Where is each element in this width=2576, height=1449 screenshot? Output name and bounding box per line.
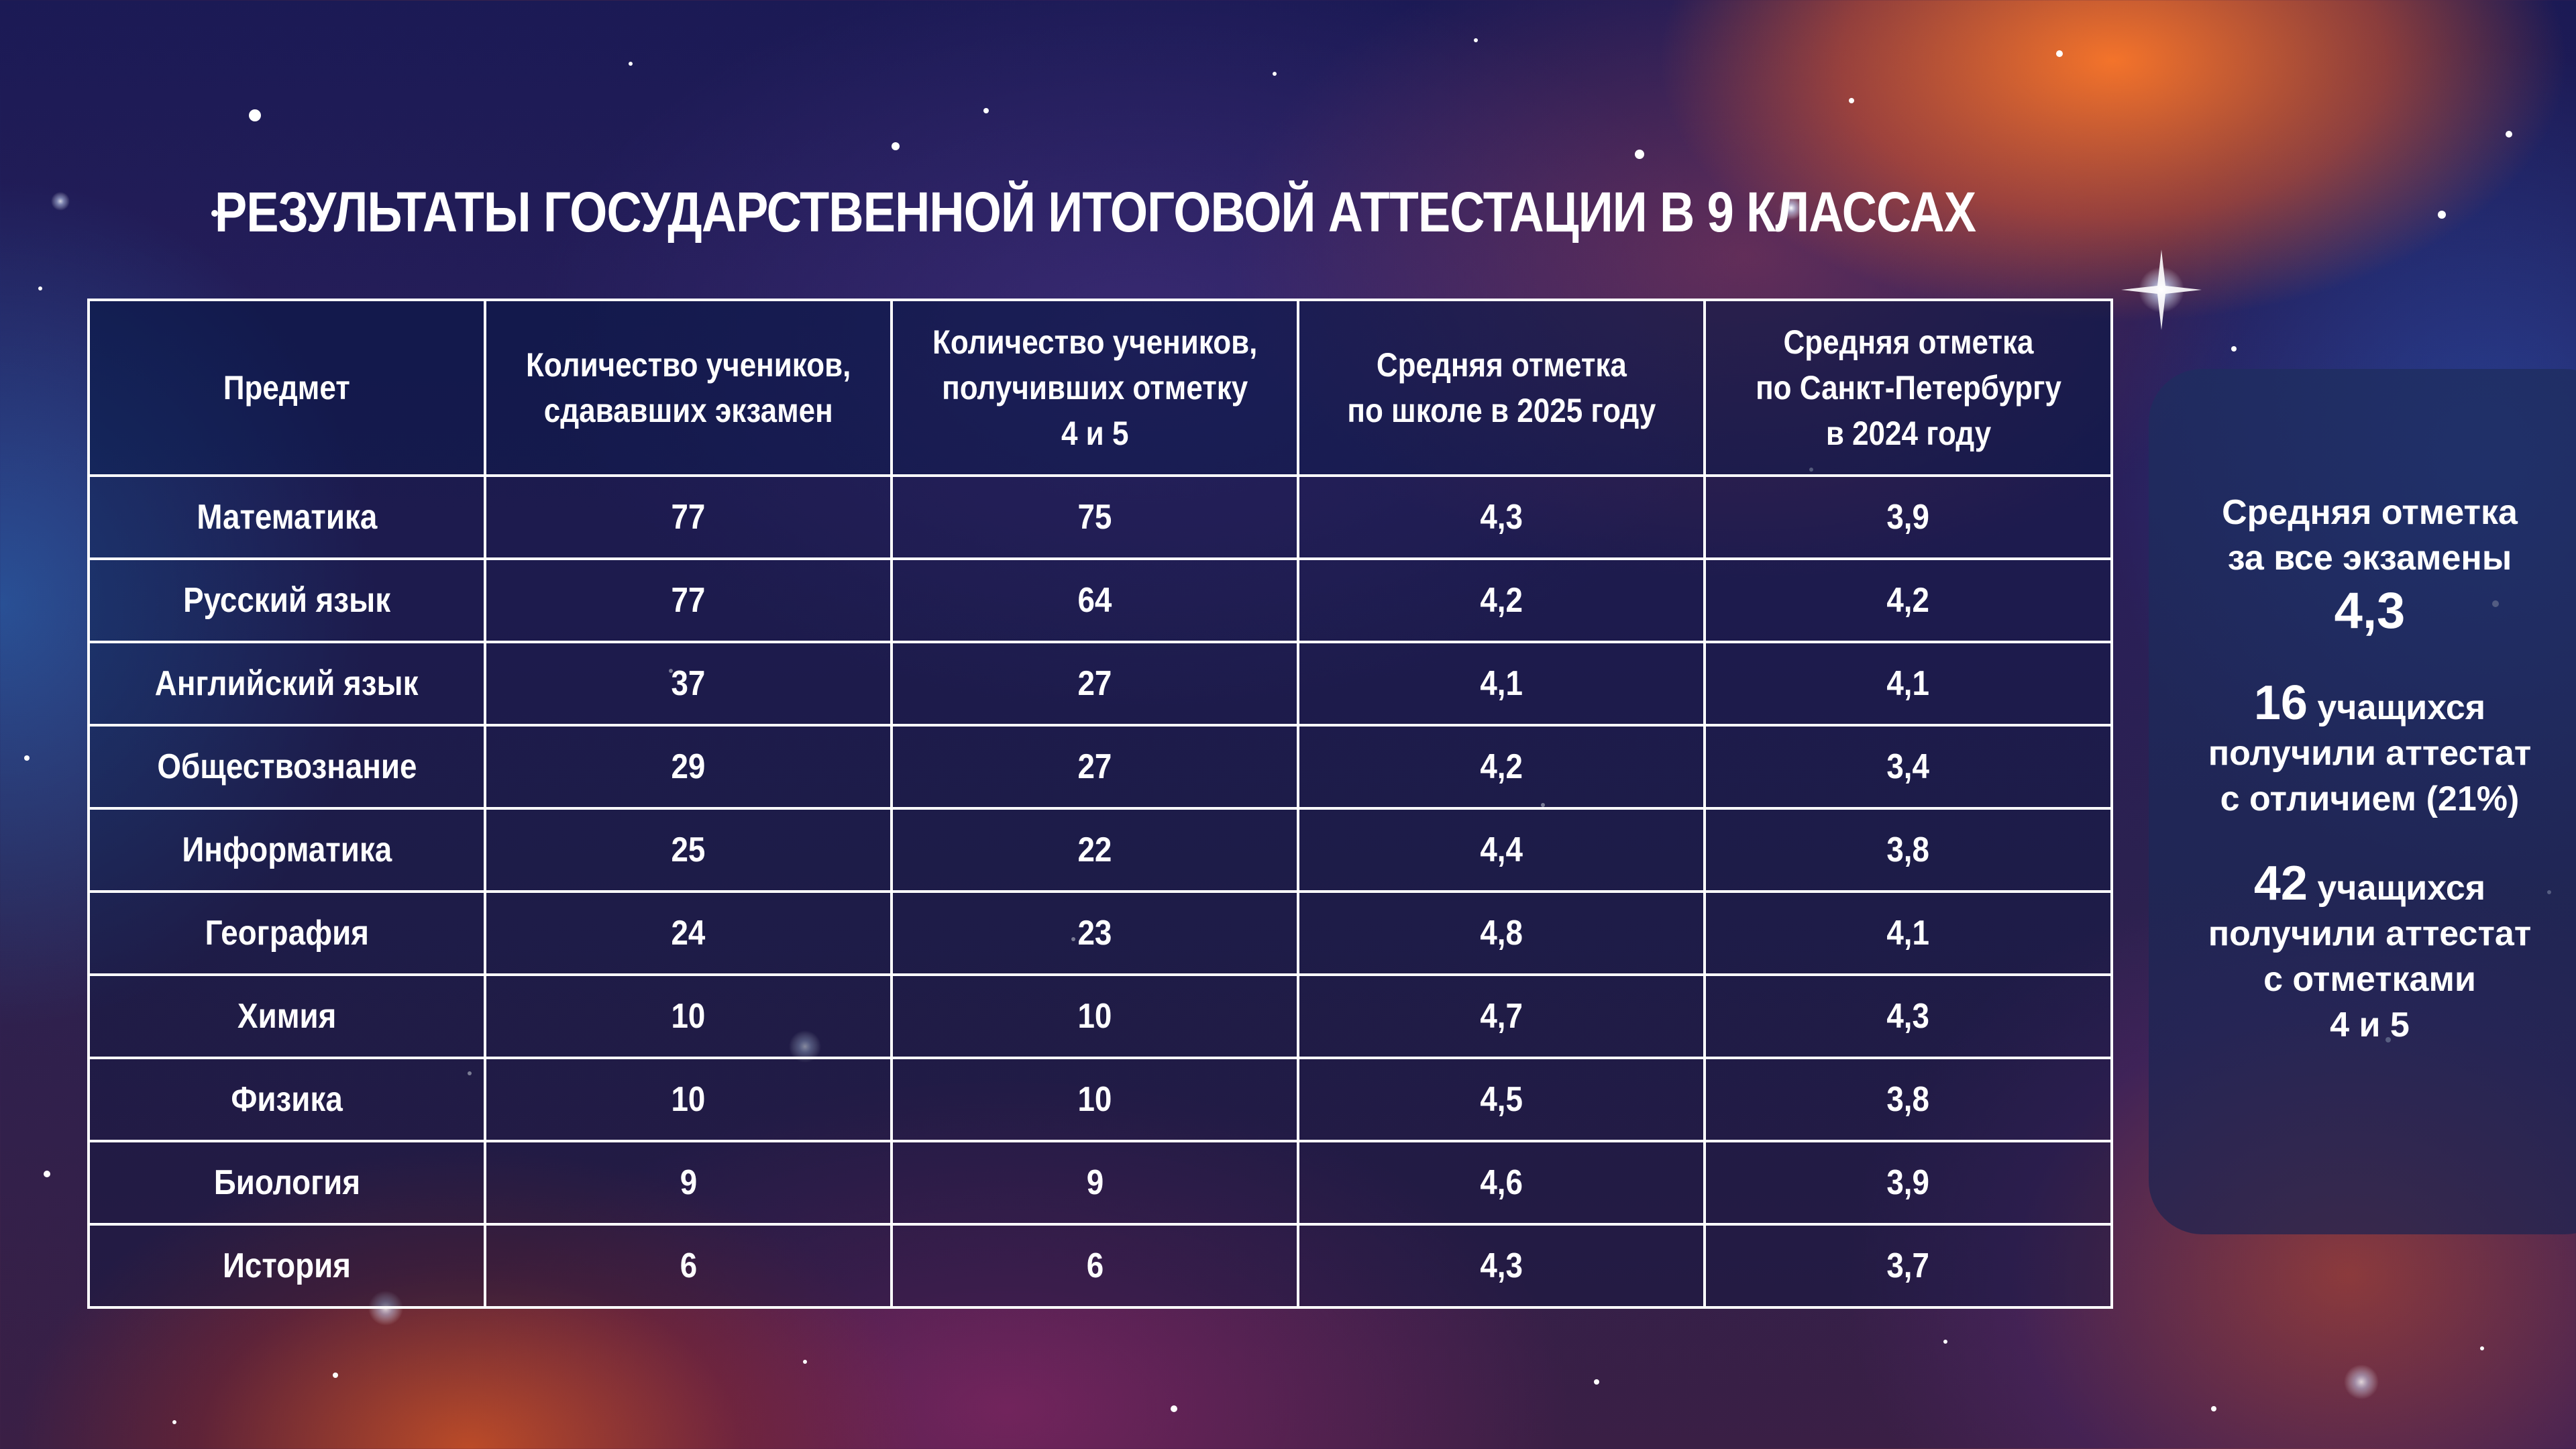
subject-cell: Русский язык <box>87 557 486 643</box>
table-row: История 6 6 4,3 3,7 <box>87 1223 2113 1309</box>
summary-average-block: Средняя отметка за все экзамены 4,3 <box>2163 490 2576 641</box>
spb-average-cell: 4,1 <box>1703 641 2113 727</box>
students-4-5-cell: 23 <box>890 890 1299 976</box>
table-row: Информатика 25 22 4,4 3,8 <box>87 807 2113 893</box>
spb-average-cell: 3,9 <box>1703 1140 2113 1226</box>
students-taking-cell: 10 <box>484 1057 893 1142</box>
subject-cell: Химия <box>87 973 486 1059</box>
summary-panel <box>2149 369 2576 1234</box>
subject-cell: Информатика <box>87 807 486 893</box>
summary-honors-line-2: получили аттестат <box>2208 734 2532 773</box>
table-row: Русский язык 77 64 4,2 4,2 <box>87 557 2113 643</box>
spb-average-cell: 3,4 <box>1703 724 2113 810</box>
summary-content: Средняя отметка за все экзамены 4,3 16 у… <box>2163 490 2576 1087</box>
summary-good-line-2: получили аттестат <box>2208 914 2532 953</box>
students-taking-cell: 37 <box>484 641 893 727</box>
summary-good-line-4: 4 и 5 <box>2330 1006 2410 1044</box>
table-row: Биология 9 9 4,6 3,9 <box>87 1140 2113 1226</box>
students-taking-cell: 10 <box>484 973 893 1059</box>
results-table: Предмет Количество учеников, сдававших э… <box>87 299 2113 1309</box>
spb-average-cell: 3,8 <box>1703 1057 2113 1142</box>
page-title: РЕЗУЛЬТАТЫ ГОСУДАРСТВЕННОЙ ИТОГОВОЙ АТТЕ… <box>215 180 1976 244</box>
students-taking-cell: 29 <box>484 724 893 810</box>
school-average-cell: 4,5 <box>1297 1057 1706 1142</box>
summary-honors-block: 16 учащихся получили аттестат с отличием… <box>2163 679 2576 822</box>
table-row: Математика 77 75 4,3 3,9 <box>87 474 2113 560</box>
school-average-cell: 4,1 <box>1297 641 1706 727</box>
table-row: Английский язык 37 27 4,1 4,1 <box>87 641 2113 727</box>
school-average-cell: 4,3 <box>1297 474 1706 560</box>
honors-count: 16 <box>2253 676 2308 730</box>
spb-average-cell: 3,9 <box>1703 474 2113 560</box>
students-taking-cell: 77 <box>484 557 893 643</box>
spb-average-cell: 3,8 <box>1703 807 2113 893</box>
students-4-5-cell: 75 <box>890 474 1299 560</box>
summary-honors-line-1: 16 учащихся <box>2163 679 2576 731</box>
students-taking-cell: 24 <box>484 890 893 976</box>
students-taking-cell: 25 <box>484 807 893 893</box>
subject-cell: Обществознание <box>87 724 486 810</box>
results-table-container: Предмет Количество учеников, сдававших э… <box>87 299 2113 1309</box>
students-4-5-cell: 64 <box>890 557 1299 643</box>
school-average-cell: 4,6 <box>1297 1140 1706 1226</box>
good-grades-students-label: учащихся <box>2317 869 2486 908</box>
table-row: Химия 10 10 4,7 4,3 <box>87 973 2113 1059</box>
subject-cell: Математика <box>87 474 486 560</box>
students-4-5-cell: 9 <box>890 1140 1299 1226</box>
spb-average-cell: 3,7 <box>1703 1223 2113 1309</box>
table-header-row: Предмет Количество учеников, сдававших э… <box>87 299 2113 477</box>
students-4-5-cell: 6 <box>890 1223 1299 1309</box>
spb-average-cell: 4,1 <box>1703 890 2113 976</box>
school-average-cell: 4,2 <box>1297 557 1706 643</box>
subject-cell: Английский язык <box>87 641 486 727</box>
subject-cell: Физика <box>87 1057 486 1142</box>
school-average-cell: 4,3 <box>1297 1223 1706 1309</box>
students-4-5-cell: 22 <box>890 807 1299 893</box>
students-taking-cell: 77 <box>484 474 893 560</box>
subject-cell: История <box>87 1223 486 1309</box>
spb-average-cell: 4,3 <box>1703 973 2113 1059</box>
table-row: География 24 23 4,8 4,1 <box>87 890 2113 976</box>
students-4-5-cell: 10 <box>890 1057 1299 1142</box>
summary-good-line-3: с отметками <box>2263 960 2476 999</box>
table-row: Обществознание 29 27 4,2 3,4 <box>87 724 2113 810</box>
column-header-school-average-2025: Средняя отметка по школе в 2025 году <box>1297 299 1706 477</box>
table-body: Математика 77 75 4,3 3,9 Русский язык 77… <box>87 474 2113 1309</box>
students-4-5-cell: 27 <box>890 724 1299 810</box>
column-header-students-taking-exam: Количество учеников, сдававших экзамен <box>484 299 893 477</box>
summary-average-value: 4,3 <box>2334 582 2406 639</box>
school-average-cell: 4,2 <box>1297 724 1706 810</box>
subject-cell: География <box>87 890 486 976</box>
students-taking-cell: 6 <box>484 1223 893 1309</box>
summary-honors-line-3: с отличием (21%) <box>2220 780 2520 818</box>
column-header-students-grade-4-5: Количество учеников, получивших отметку … <box>890 299 1299 477</box>
school-average-cell: 4,8 <box>1297 890 1706 976</box>
students-4-5-cell: 27 <box>890 641 1299 727</box>
school-average-cell: 4,4 <box>1297 807 1706 893</box>
spb-average-cell: 4,2 <box>1703 557 2113 643</box>
honors-students-label: учащихся <box>2317 688 2486 727</box>
good-grades-count: 42 <box>2253 857 2308 910</box>
summary-good-grades-block: 42 учащихся получили аттестат с отметкам… <box>2163 859 2576 1048</box>
column-header-subject: Предмет <box>87 299 486 477</box>
column-header-spb-average-2024: Средняя отметка по Санкт-Петербургу в 20… <box>1703 299 2113 477</box>
summary-average-label-line-1: Средняя отметка <box>2222 493 2518 532</box>
summary-average-label-line-2: за все экзамены <box>2227 539 2512 578</box>
students-4-5-cell: 10 <box>890 973 1299 1059</box>
summary-good-line-1: 42 учащихся <box>2163 859 2576 911</box>
subject-cell: Биология <box>87 1140 486 1226</box>
school-average-cell: 4,7 <box>1297 973 1706 1059</box>
students-taking-cell: 9 <box>484 1140 893 1226</box>
table-row: Физика 10 10 4,5 3,8 <box>87 1057 2113 1142</box>
